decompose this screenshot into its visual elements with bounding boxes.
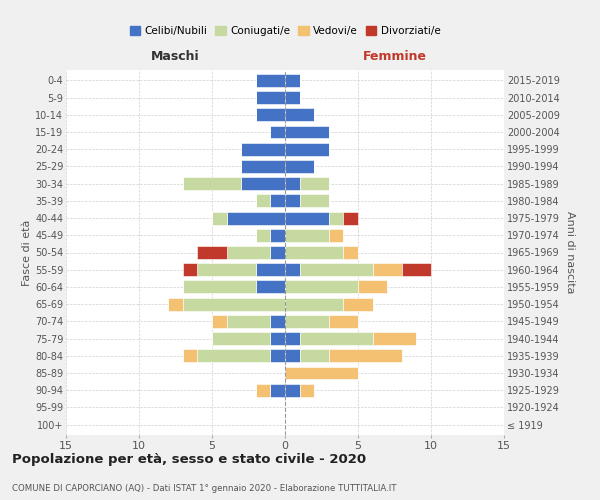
Bar	[212, 332, 271, 345]
Bar	[183, 177, 241, 190]
Bar	[285, 160, 314, 173]
Bar	[271, 229, 285, 241]
Bar	[299, 350, 329, 362]
Bar	[299, 264, 373, 276]
Text: Popolazione per età, sesso e stato civile - 2020: Popolazione per età, sesso e stato civil…	[12, 452, 366, 466]
Bar	[285, 194, 299, 207]
Bar	[402, 264, 431, 276]
Bar	[271, 194, 285, 207]
Bar	[227, 315, 271, 328]
Bar	[241, 177, 285, 190]
Bar	[227, 212, 285, 224]
Bar	[285, 229, 329, 241]
Bar	[285, 91, 299, 104]
Bar	[373, 332, 416, 345]
Bar	[343, 246, 358, 259]
Bar	[285, 384, 299, 396]
Bar	[197, 350, 271, 362]
Text: Femmine: Femmine	[362, 50, 427, 62]
Text: COMUNE DI CAPORCIANO (AQ) - Dati ISTAT 1° gennaio 2020 - Elaborazione TUTTITALIA: COMUNE DI CAPORCIANO (AQ) - Dati ISTAT 1…	[12, 484, 397, 493]
Bar	[285, 126, 329, 138]
Y-axis label: Fasce di età: Fasce di età	[22, 220, 32, 286]
Bar	[227, 246, 271, 259]
Bar	[256, 91, 285, 104]
Y-axis label: Anni di nascita: Anni di nascita	[565, 211, 575, 294]
Bar	[285, 212, 329, 224]
Bar	[285, 74, 299, 87]
Bar	[241, 142, 285, 156]
Bar	[212, 315, 227, 328]
Bar	[256, 194, 271, 207]
Bar	[285, 298, 343, 310]
Bar	[197, 264, 256, 276]
Bar	[299, 194, 329, 207]
Bar	[343, 298, 373, 310]
Bar	[197, 246, 227, 259]
Bar	[285, 177, 299, 190]
Bar	[285, 350, 299, 362]
Bar	[183, 264, 197, 276]
Bar	[285, 264, 299, 276]
Legend: Celibi/Nubili, Coniugati/e, Vedovi/e, Divorziati/e: Celibi/Nubili, Coniugati/e, Vedovi/e, Di…	[128, 24, 442, 38]
Bar	[256, 280, 285, 293]
Bar	[212, 212, 227, 224]
Bar	[256, 74, 285, 87]
Text: Maschi: Maschi	[151, 50, 200, 62]
Bar	[183, 298, 285, 310]
Bar	[271, 350, 285, 362]
Bar	[256, 264, 285, 276]
Bar	[329, 350, 402, 362]
Bar	[285, 332, 299, 345]
Bar	[256, 108, 285, 121]
Bar	[271, 246, 285, 259]
Bar	[285, 315, 329, 328]
Bar	[285, 142, 329, 156]
Bar	[299, 384, 314, 396]
Bar	[271, 384, 285, 396]
Bar	[285, 366, 358, 380]
Bar	[271, 332, 285, 345]
Bar	[256, 384, 271, 396]
Bar	[343, 212, 358, 224]
Bar	[285, 246, 343, 259]
Bar	[299, 177, 329, 190]
Bar	[329, 315, 358, 328]
Bar	[358, 280, 387, 293]
Bar	[373, 264, 402, 276]
Bar	[285, 108, 314, 121]
Bar	[183, 350, 197, 362]
Bar	[329, 212, 343, 224]
Bar	[329, 229, 343, 241]
Bar	[241, 160, 285, 173]
Bar	[271, 315, 285, 328]
Bar	[168, 298, 183, 310]
Bar	[256, 229, 271, 241]
Bar	[271, 126, 285, 138]
Bar	[299, 332, 373, 345]
Bar	[285, 280, 358, 293]
Bar	[183, 280, 256, 293]
